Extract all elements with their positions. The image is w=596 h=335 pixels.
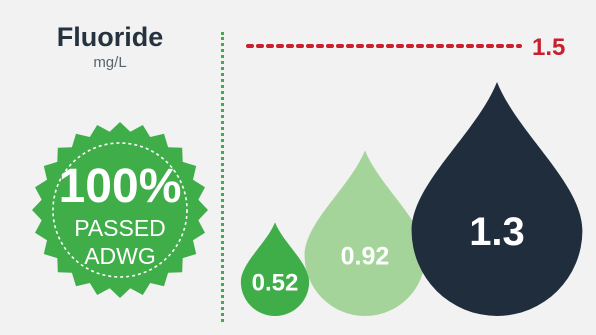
badge-dashed-ring [52,142,188,278]
badge-seal-shape [32,122,208,298]
drop-value-label-2: 0.92 [341,243,390,271]
drop-value-label-3: 1.3 [469,210,525,254]
badge-percent: 100% [59,160,182,213]
drop-bar-1 [240,222,310,316]
drop-value-label-1: 0.52 [252,269,299,296]
chart-title: Fluoride [56,22,164,52]
badge-adwg-text: ADWG [84,243,156,269]
drop-bar-2 [304,150,426,316]
unit-label: mg/L [93,54,127,71]
limit-label: 1.5 [532,34,565,61]
badge-passed-text: PASSED [74,215,166,241]
drop-bar-3 [411,82,583,316]
divider-line [221,32,224,322]
